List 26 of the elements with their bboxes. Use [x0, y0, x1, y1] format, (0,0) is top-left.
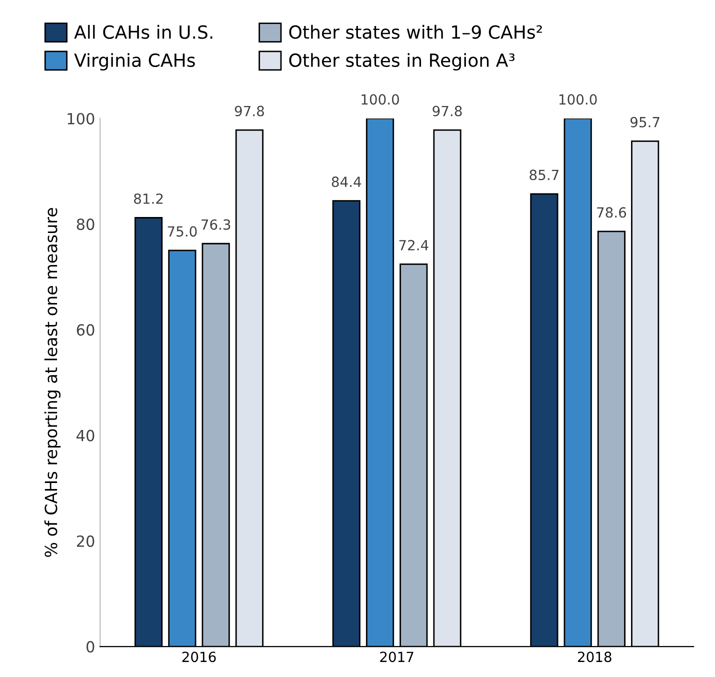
y-tick-label: 60 [76, 324, 94, 336]
data-label: 100.0 [362, 94, 399, 105]
data-label: 100.0 [559, 94, 597, 105]
y-tick-label: 20 [76, 535, 94, 547]
data-label: 81.2 [134, 193, 163, 204]
data-label: 84.4 [332, 176, 362, 188]
data-label: 97.8 [234, 106, 264, 116]
data-label: 85.7 [530, 170, 558, 180]
legend-label: Virginia CAHs [74, 53, 195, 71]
legend-label: Other states in Region A³ [289, 53, 515, 71]
data-label: 95.7 [630, 116, 660, 128]
data-label: 97.8 [432, 106, 462, 116]
x-tick-label: 2017 [380, 652, 414, 662]
y-tick-label: 100 [68, 112, 94, 124]
y-tick-label: 80 [76, 218, 94, 230]
data-label: 76.3 [202, 219, 230, 230]
legend-label: Other states with 1–9 CAHs² [289, 24, 542, 39]
data-label: 78.6 [597, 207, 626, 218]
data-label: 75.0 [168, 226, 197, 237]
y-axis-title: % of CAHs reporting at least one measure [44, 208, 61, 557]
data-label: 72.4 [399, 240, 428, 250]
y-tick-label: 40 [76, 430, 94, 442]
x-tick-label: 2018 [578, 652, 612, 662]
x-tick-label: 2016 [182, 652, 216, 662]
y-tick-label: 0 [86, 641, 94, 653]
legend-label: All CAHs in U.S. [74, 24, 212, 39]
